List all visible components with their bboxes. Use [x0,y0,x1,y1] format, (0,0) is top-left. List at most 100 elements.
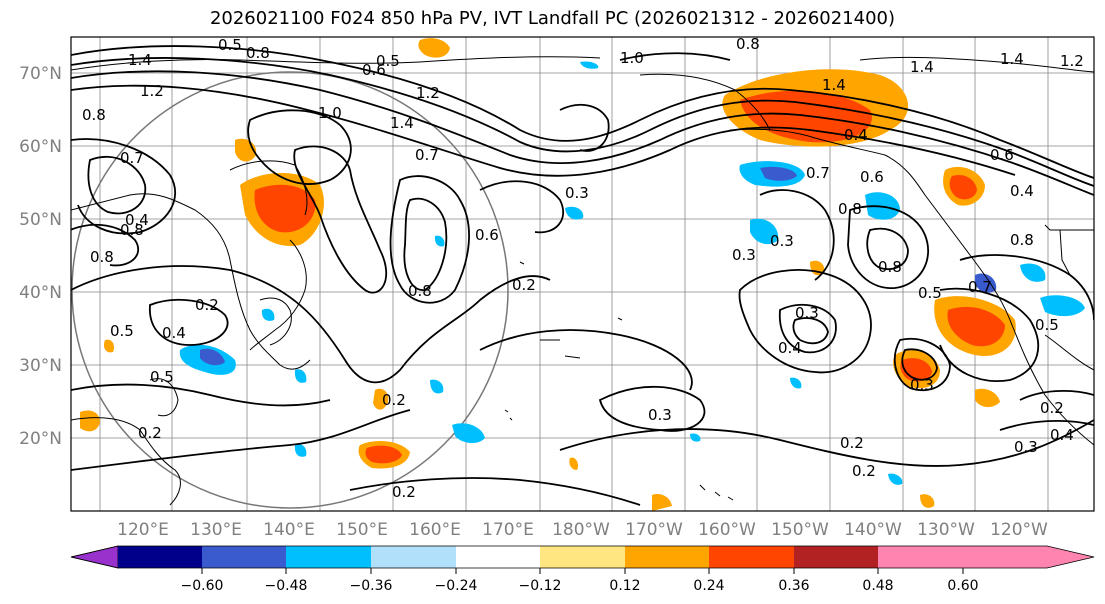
contour-label: 1.4 [1000,50,1024,68]
colorbar-tick-label: 0.12 [609,578,640,594]
contour-label: 1.2 [416,84,440,102]
colorbar: −0.60 −0.48 −0.36 −0.24 −0.12 0.12 0.24 … [70,545,1095,594]
shading-positive [80,410,100,432]
contour-label: 0.4 [844,126,868,144]
colorbar-tick-label: 0.24 [693,578,724,594]
colorbar-tick-label: −0.24 [435,578,478,594]
shading-strong-positive [947,306,1005,347]
contour-label: 0.8 [408,282,432,300]
contour-label: 0.8 [878,258,902,276]
contour-label: 0.3 [910,376,934,394]
contour-label: 0.4 [125,211,149,229]
contour-label: 0.8 [1010,231,1034,249]
colorbar-tick-label: −0.36 [350,578,393,594]
shading-strong-positive [254,184,316,233]
lon-label: 170°E [482,520,534,540]
shading-strong-negative [200,348,225,366]
colorbar-tick-label: 0.36 [778,578,809,594]
colorbar-tick-labels: −0.60 −0.48 −0.36 −0.24 −0.12 0.12 0.24 … [181,578,979,594]
shading-areas [80,38,1085,511]
colorbar-segment [625,546,709,568]
shading-positive [373,388,389,410]
contour-label: 0.4 [1050,426,1074,444]
shading-negative [750,218,779,245]
contour-label: 0.2 [392,483,416,501]
pv-contours [71,45,1094,506]
contour-label: 0.8 [120,221,144,239]
contour-label: 0.8 [838,200,862,218]
contour-label: 0.8 [246,44,270,62]
lon-label: 170°W [625,520,683,540]
contour-label: 0.5 [918,284,942,302]
contour-label: 0.2 [1040,399,1064,417]
lat-label: 40°N [19,283,62,303]
contour-labels: 1.4 0.5 0.6 0.8 0.8 0.5 1.0 1.4 1.4 1.2 … [82,35,1084,501]
lat-label: 30°N [19,356,62,376]
colorbar-segment [963,546,1094,568]
colorbar-segment [794,546,878,568]
shading-positive [920,494,935,508]
contour-label: 0.3 [1014,438,1038,456]
contour-label: 0.3 [648,406,672,424]
contour-label: 0.7 [120,149,144,167]
colorbar-tick-label: −0.12 [519,578,562,594]
shading-positive [103,339,115,353]
colorbar-ticks [201,568,964,574]
contour-label: 0.8 [82,106,106,124]
shading-negative [1040,295,1085,317]
colorbar-tick-label: −0.60 [181,578,224,594]
colorbar-tick-label: 0.48 [862,578,893,594]
contour-label: 0.2 [382,391,406,409]
contour-label: 1.4 [910,58,934,76]
colorbar-segment [709,546,794,568]
contour-label: 0.4 [1010,182,1034,200]
shading-negative [434,235,445,247]
map-body [71,37,1094,511]
shading-negative [294,444,307,457]
coastlines [71,56,1094,506]
contour-label: 0.6 [475,226,499,244]
contour-label: 0.2 [852,462,876,480]
colorbar-segment [286,546,371,568]
lon-label: 150°W [771,520,829,540]
lon-label: 130°W [917,520,975,540]
shading-negative [1020,263,1046,282]
pacific-islands [519,261,623,359]
contour-label: 0.4 [778,339,802,357]
contour-label: 0.5 [110,322,134,340]
contour-label: 0.3 [795,304,819,322]
longitude-labels: 120°E 130°E 140°E 150°E 160°E 170°E 180°… [117,520,1048,540]
contour-label: 0.2 [512,276,536,294]
shading-strong-positive [365,445,402,464]
shading-strong-negative [760,166,797,181]
contour-label: 0.2 [840,434,864,452]
lon-label: 160°W [698,520,756,540]
contour-label: 0.2 [138,424,162,442]
lon-label: 130°E [190,520,242,540]
radius-circle [71,71,509,509]
shading-negative [790,377,802,389]
contour-label: 1.0 [318,104,342,122]
contour-label: 1.2 [140,82,164,100]
contour-label: 0.6 [860,168,884,186]
contour-label: 1.4 [390,114,414,132]
map-title: 2026021100 F024 850 hPa PV, IVT Landfall… [209,8,896,29]
contour-label: 1.2 [1060,52,1084,70]
contour-label: 0.7 [415,146,439,164]
lon-label: 120°W [990,520,1048,540]
contour-label: 0.6 [362,61,386,79]
contour-label: 0.5 [218,36,242,54]
contour-label: 0.3 [770,232,794,250]
contour-label: 0.8 [90,248,114,266]
lon-label: 140°W [844,520,902,540]
map-frame [70,36,1095,512]
graticule [71,37,1094,511]
shading-negative [888,473,903,485]
lat-label: 50°N [19,210,62,230]
contour-label: 0.3 [565,184,589,202]
lat-label: 60°N [19,137,62,157]
lon-label: 180°W [552,520,610,540]
shading-negative [565,206,584,220]
contour-label: 1.0 [620,49,644,67]
